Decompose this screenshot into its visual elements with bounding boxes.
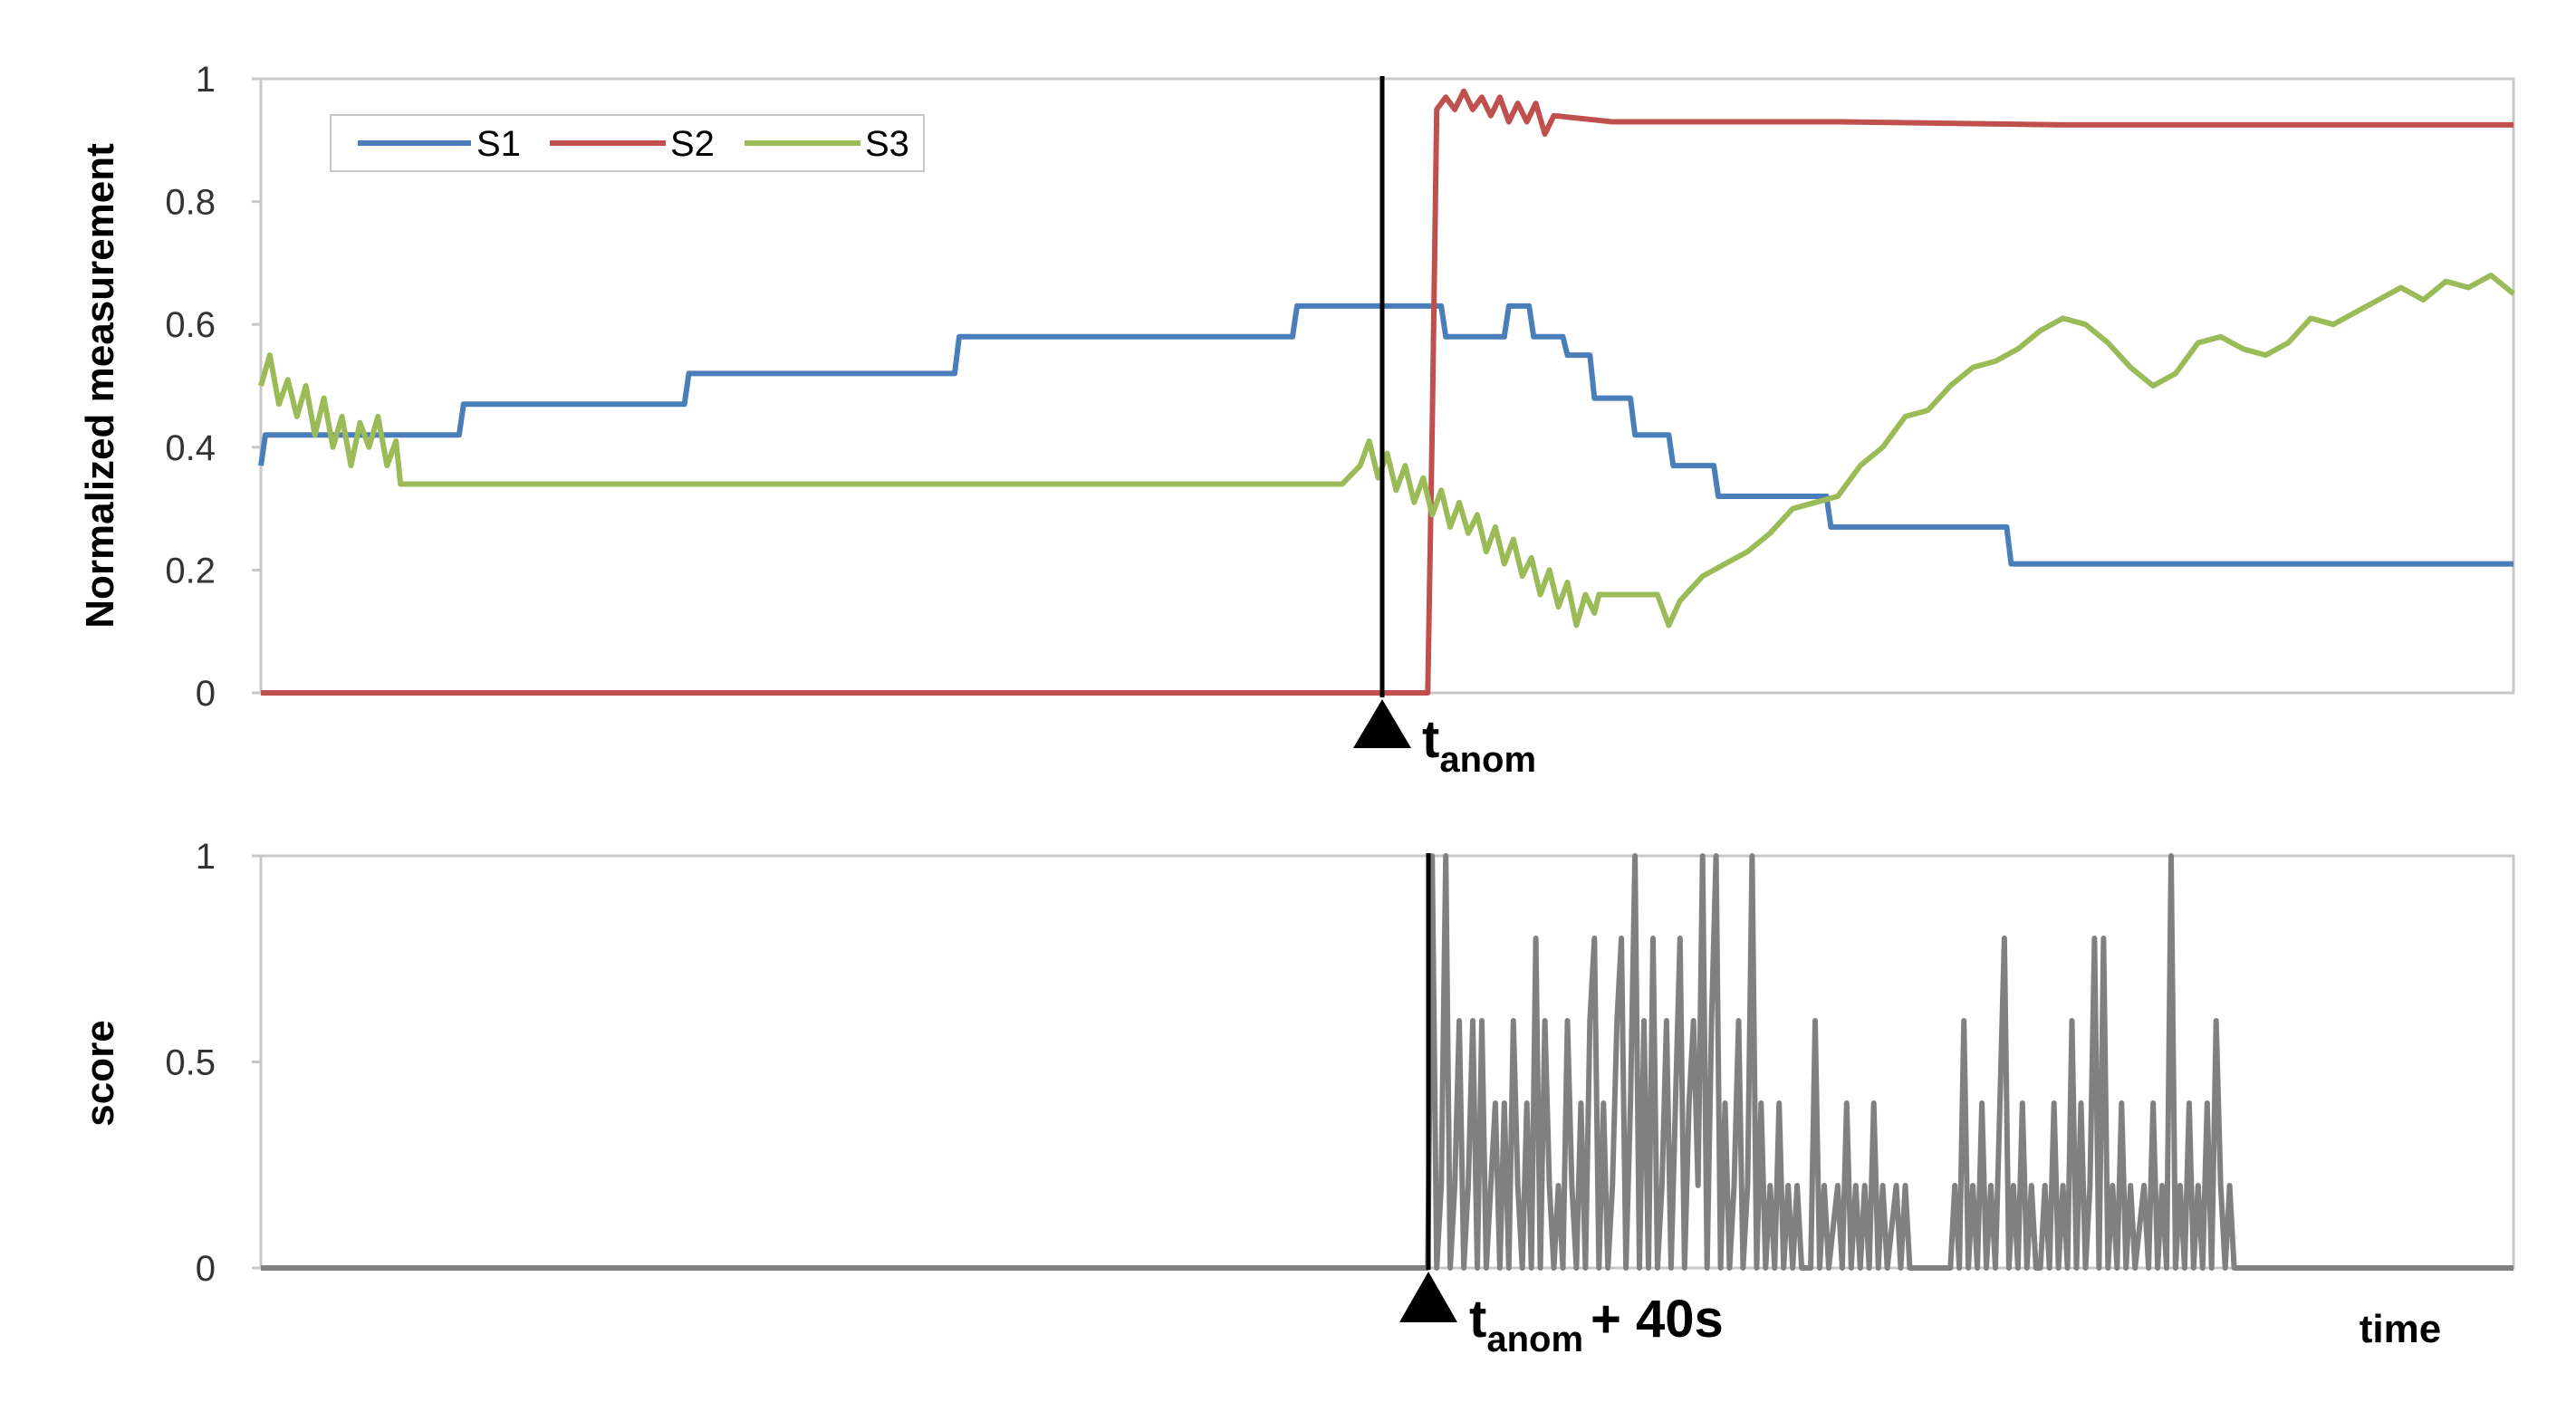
anomaly-label-top: tanom [1422,710,1536,780]
anomaly-label-bottom: tanom + 40s [1469,1290,1724,1359]
legend-label-s2: S2 [670,124,715,164]
legend-label-s3: S3 [865,124,909,164]
top-series-group [258,88,2515,696]
bottom-series-line-score [261,853,2514,1271]
bottom-y-tick-label: 0 [196,1249,216,1289]
top-series-line-s3 [258,273,2515,629]
bottom-y-axis-title: score [78,1020,122,1126]
top-y-tick-label: 0.4 [165,428,216,468]
bottom-chart: 00.51 score time tanom + 40s [78,837,2515,1359]
top-y-ticks: 0 0.2 0.4 0.6 0.8 1 [165,60,261,714]
top-y-tick-label: 0.2 [165,551,216,591]
top-y-tick-label: 1 [196,60,216,100]
bottom-x-axis-title: time [2360,1307,2441,1351]
top-y-tick-label: 0.6 [165,305,216,345]
top-y-tick-label: 0.8 [165,183,216,223]
bottom-y-tick-label: 1 [196,837,216,877]
anomaly-triangle-top [1353,699,1411,748]
top-series-line-s1 [258,302,2514,567]
bottom-y-ticks: 00.51 [165,837,261,1289]
top-chart: 0 0.2 0.4 0.6 0.8 1 Normalized measurement S1… [78,60,2515,780]
bottom-series-group [261,853,2514,1271]
bottom-y-tick-label: 0.5 [165,1043,216,1083]
top-y-axis-title: Normalized measurement [78,143,122,629]
legend: S1 S2 S3 [330,114,925,172]
top-series-line-s2 [261,88,2514,696]
anomaly-triangle-bottom [1399,1272,1457,1322]
legend-label-s1: S1 [476,124,521,164]
top-y-tick-label: 0 [196,674,216,714]
